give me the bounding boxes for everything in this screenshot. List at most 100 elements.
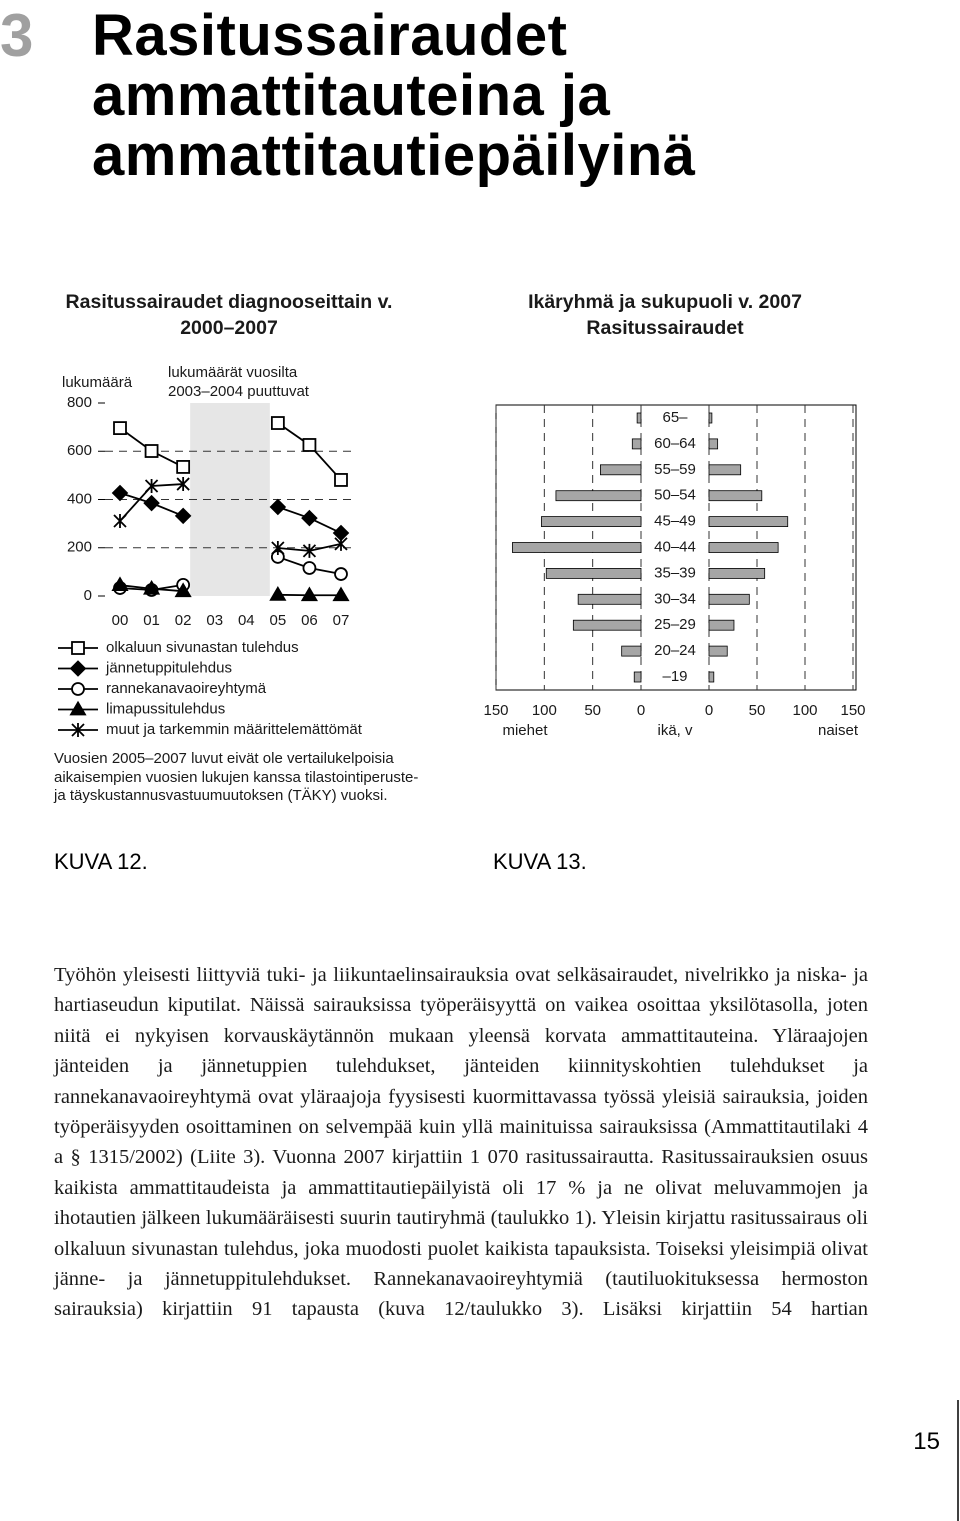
marker-circle xyxy=(334,567,348,581)
bar xyxy=(708,464,742,476)
marker-square xyxy=(144,444,159,458)
chart-title: Ikäryhmä ja sukupuoli v. 2007 xyxy=(528,291,802,313)
marker-circle xyxy=(302,561,317,575)
category-label: 40–44 xyxy=(654,538,696,555)
category-label: 55–59 xyxy=(654,461,696,478)
category-label: 35–39 xyxy=(654,564,696,581)
x-tick-label: 100 xyxy=(792,702,817,719)
chart-title: Rasitussairaudet diagnooseittain v. 2000… xyxy=(65,291,393,339)
marker-asterisk xyxy=(144,478,159,493)
x-tick-label: 00 xyxy=(112,612,129,629)
legend-label: rannekanavaoireyhtymä xyxy=(106,680,267,697)
bar xyxy=(708,568,766,579)
bar xyxy=(512,542,642,553)
legend-label: olkaluun sivunastan tulehdus xyxy=(106,639,299,656)
axis-label: ikä, v xyxy=(657,722,693,739)
y-tick-label: 400 xyxy=(67,490,92,507)
bar xyxy=(545,568,642,579)
x-tick-label: 02 xyxy=(175,612,192,629)
page-title: Rasitussairaudet ammattitauteina ja amma… xyxy=(92,3,696,188)
x-tick-label: 150 xyxy=(840,702,865,719)
figure-caption: KUVA 13. xyxy=(493,849,587,874)
marker-triangle xyxy=(332,586,350,602)
bar xyxy=(708,645,728,657)
marker-square xyxy=(71,641,85,655)
series-label: naiset xyxy=(818,722,859,739)
bar xyxy=(577,593,642,605)
bar xyxy=(708,593,750,605)
marker-triangle xyxy=(269,586,287,601)
marker-triangle xyxy=(174,582,192,598)
marker-asterisk xyxy=(176,477,190,492)
marker-triangle xyxy=(300,586,318,602)
marker-asterisk xyxy=(71,723,85,737)
category-label: 50–54 xyxy=(654,487,696,504)
x-tick-label: 06 xyxy=(301,612,318,629)
marker-diamond xyxy=(301,509,318,527)
legend-label: muut ja tarkemmin määrittelemättömät xyxy=(106,721,363,738)
legend-label: jännetuppitulehdus xyxy=(105,659,232,676)
bar xyxy=(631,438,642,450)
category-label: 30–34 xyxy=(654,590,696,607)
x-tick-label: 01 xyxy=(143,612,160,629)
y-axis-label: lukumäärä xyxy=(62,374,133,391)
bar xyxy=(708,671,715,683)
x-tick-label: 50 xyxy=(749,702,766,719)
marker-square xyxy=(176,460,191,474)
marker-diamond xyxy=(111,484,129,502)
x-tick-label: 0 xyxy=(705,702,713,719)
marker-square xyxy=(270,416,285,430)
x-tick-label: 03 xyxy=(206,612,223,629)
bar xyxy=(708,619,735,631)
category-label: 20–24 xyxy=(654,642,696,659)
bar xyxy=(708,516,789,527)
marker-diamond xyxy=(143,494,160,512)
marker-triangle xyxy=(111,576,129,592)
marker-circle xyxy=(71,682,85,696)
y-tick-label: 200 xyxy=(67,539,92,556)
marker-diamond xyxy=(269,498,287,516)
series-label: miehet xyxy=(502,722,548,739)
x-tick-label: 05 xyxy=(270,612,287,629)
marker-asterisk xyxy=(113,513,127,528)
marker-asterisk xyxy=(271,540,285,555)
bar xyxy=(621,645,642,657)
marker-triangle xyxy=(69,700,87,716)
x-tick-label: 100 xyxy=(532,702,557,719)
chapter-number: 3 xyxy=(0,2,34,69)
bar xyxy=(541,516,642,527)
bar xyxy=(633,671,642,683)
category-label: 65– xyxy=(662,409,688,426)
x-tick-label: 04 xyxy=(238,612,255,629)
missing-data-band xyxy=(190,403,270,596)
bar xyxy=(708,438,719,450)
bar xyxy=(708,542,779,553)
y-tick-label: 0 xyxy=(84,587,92,604)
page-number: 15 xyxy=(913,1428,940,1455)
chart-note: Vuosien 2005–2007 luvut eivät ole vertai… xyxy=(54,750,419,804)
chart-subtitle: Rasitussairaudet xyxy=(586,317,744,339)
category-label: –19 xyxy=(662,668,687,685)
x-tick-label: 50 xyxy=(584,702,601,719)
y-tick-label: 800 xyxy=(67,394,92,411)
x-tick-label: 150 xyxy=(483,702,508,719)
marker-diamond xyxy=(174,507,192,525)
category-label: 60–64 xyxy=(654,435,696,452)
marker-diamond xyxy=(69,660,87,677)
marker-triangle xyxy=(143,579,161,595)
legend-label: limapussitulehdus xyxy=(106,700,225,717)
annotation: lukumäärät vuosilta 2003–2004 puuttuvat xyxy=(168,364,309,400)
category-label: 25–29 xyxy=(654,616,696,633)
figure-caption: KUVA 12. xyxy=(54,849,148,874)
marker-square xyxy=(302,438,317,452)
x-tick-label: 0 xyxy=(637,702,645,719)
marker-asterisk xyxy=(302,543,317,558)
marker-square xyxy=(334,473,348,487)
y-tick-label: 600 xyxy=(67,442,92,459)
marker-square xyxy=(113,421,127,435)
marker-asterisk xyxy=(334,536,348,551)
bar xyxy=(708,490,763,502)
